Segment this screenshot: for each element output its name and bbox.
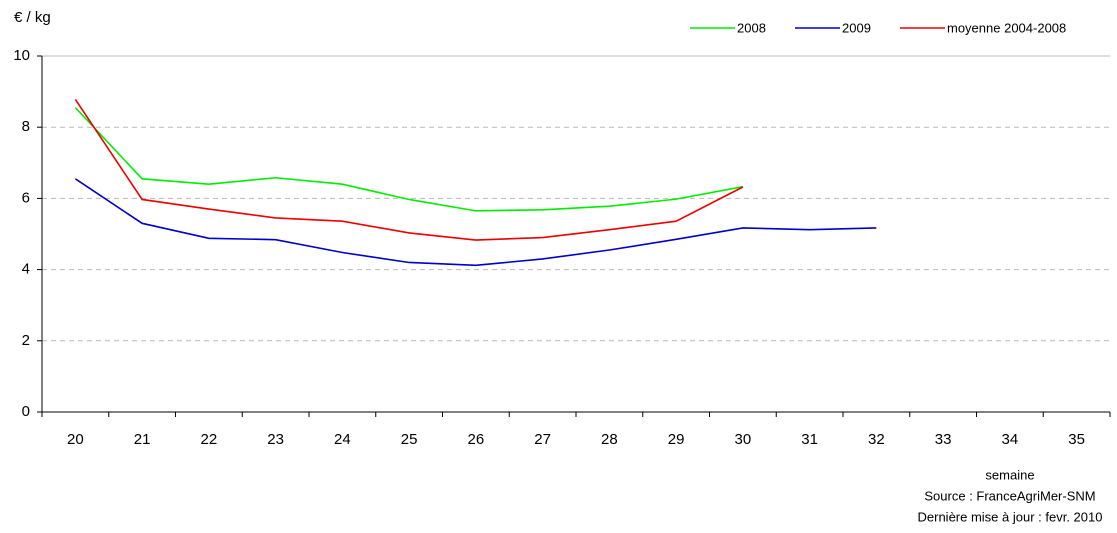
x-tick-label: 31: [801, 431, 818, 448]
x-tick-label: 30: [735, 431, 752, 448]
x-tick-label: 24: [334, 431, 351, 448]
x-tick-label: 20: [67, 431, 84, 448]
x-tick-label: 22: [201, 431, 218, 448]
y-tick-label: 0: [22, 403, 30, 420]
x-tick-label: 32: [868, 431, 885, 448]
series-line: [74, 107, 744, 212]
y-tick-label: 8: [22, 118, 30, 135]
legend-label: moyenne 2004-2008: [947, 20, 1066, 35]
y-axis-label: € / kg: [14, 9, 51, 26]
x-tick-label: 25: [401, 431, 418, 448]
x-tick-label: 23: [267, 431, 284, 448]
series-line: [74, 98, 744, 241]
x-tick-label: 27: [534, 431, 551, 448]
x-tick-label: 29: [668, 431, 685, 448]
x-tick-label: 21: [134, 431, 151, 448]
x-tick-label: 33: [935, 431, 952, 448]
x-tick-label: 35: [1068, 431, 1085, 448]
y-tick-label: 6: [22, 189, 30, 206]
legend-label: 2009: [842, 20, 871, 35]
x-tick-label: 26: [468, 431, 485, 448]
y-tick-label: 2: [22, 332, 30, 349]
y-tick-label: 4: [22, 261, 30, 278]
source: Source : FranceAgriMer-SNM: [924, 488, 1095, 503]
x-axis-label: semaine: [985, 467, 1034, 482]
y-tick-label: 10: [13, 47, 30, 64]
update-note: Dernière mise à jour : fevr. 2010: [918, 509, 1103, 524]
x-tick-label: 28: [601, 431, 618, 448]
legend-label: 2008: [737, 20, 766, 35]
x-tick-label: 34: [1002, 431, 1019, 448]
series-line: [74, 178, 877, 267]
